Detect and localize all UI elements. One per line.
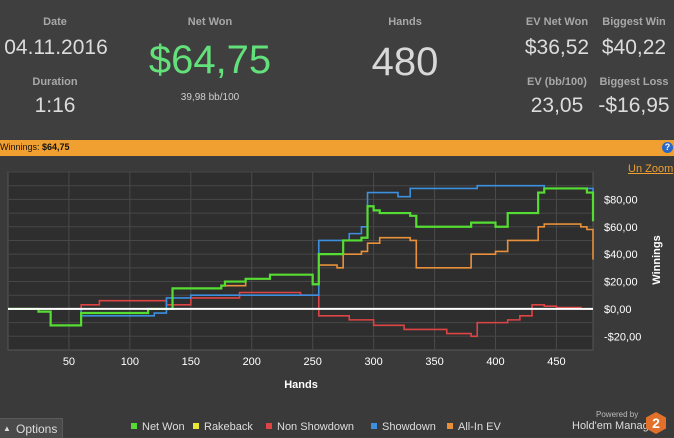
- powered-by: Powered by: [596, 410, 639, 419]
- options-label: Options: [16, 422, 58, 436]
- ev-bb-value: 23,05: [530, 94, 584, 117]
- stats-panel: Date 04.11.2016 Duration 1:16 Net Won $6…: [0, 0, 674, 139]
- hands-label: Hands: [388, 16, 422, 28]
- winnings-bar: Winnings: $64,75 ?: [0, 140, 674, 156]
- legend-item-non-showdown[interactable]: Non Showdown: [266, 421, 354, 433]
- biggest-loss-value: -$16,95: [598, 94, 670, 117]
- date-label: Date: [43, 16, 67, 28]
- legend-label: Showdown: [382, 421, 436, 433]
- brand-logo-icon: 2: [646, 412, 666, 434]
- ev-bb-label: EV (bb/100): [527, 76, 587, 88]
- legend-label: Non Showdown: [277, 421, 355, 433]
- legend-swatch: [131, 423, 137, 429]
- duration-value: 1:16: [34, 94, 76, 117]
- legend-item-showdown[interactable]: Showdown: [371, 421, 436, 433]
- legend-label: All-In EV: [458, 421, 501, 433]
- duration-label: Duration: [32, 76, 78, 88]
- winnings-value: $64,75: [42, 142, 70, 152]
- biggest-win-value: $40,22: [601, 36, 667, 59]
- legend-item-net-won[interactable]: Net Won: [131, 421, 185, 433]
- biggest-win-label: Biggest Win: [602, 16, 666, 28]
- legend-swatch: [371, 423, 377, 429]
- legend-label: Rakeback: [204, 421, 253, 433]
- date-value: 04.11.2016: [4, 36, 108, 59]
- legend-swatch: [193, 423, 199, 429]
- net-won-label: Net Won: [187, 16, 233, 28]
- hands-value: 480: [371, 40, 439, 84]
- bb-per-100: 39,98 bb/100: [180, 92, 240, 103]
- unzoom-link[interactable]: Un Zoom: [628, 163, 674, 175]
- winnings-label: Winnings:: [0, 142, 40, 152]
- legend-swatch: [266, 423, 272, 429]
- winnings-text: Winnings: $64,75: [0, 142, 70, 152]
- chart-area: [0, 157, 674, 437]
- help-icon[interactable]: ?: [662, 142, 673, 153]
- brand-name: Hold'em Manager: [572, 420, 659, 432]
- ev-net-won-value: $36,52: [524, 36, 590, 59]
- ev-net-won-label: EV Net Won: [525, 16, 589, 28]
- legend-swatch: [447, 423, 453, 429]
- options-button[interactable]: ▲ Options: [0, 418, 63, 438]
- legend-item-all-in-ev[interactable]: All-In EV: [447, 421, 501, 433]
- legend-item-rakeback[interactable]: Rakeback: [193, 421, 253, 433]
- net-won-value: $64,75: [148, 38, 272, 82]
- legend-label: Net Won: [142, 421, 185, 433]
- expand-up-icon: ▲: [3, 424, 11, 433]
- biggest-loss-label: Biggest Loss: [599, 76, 669, 88]
